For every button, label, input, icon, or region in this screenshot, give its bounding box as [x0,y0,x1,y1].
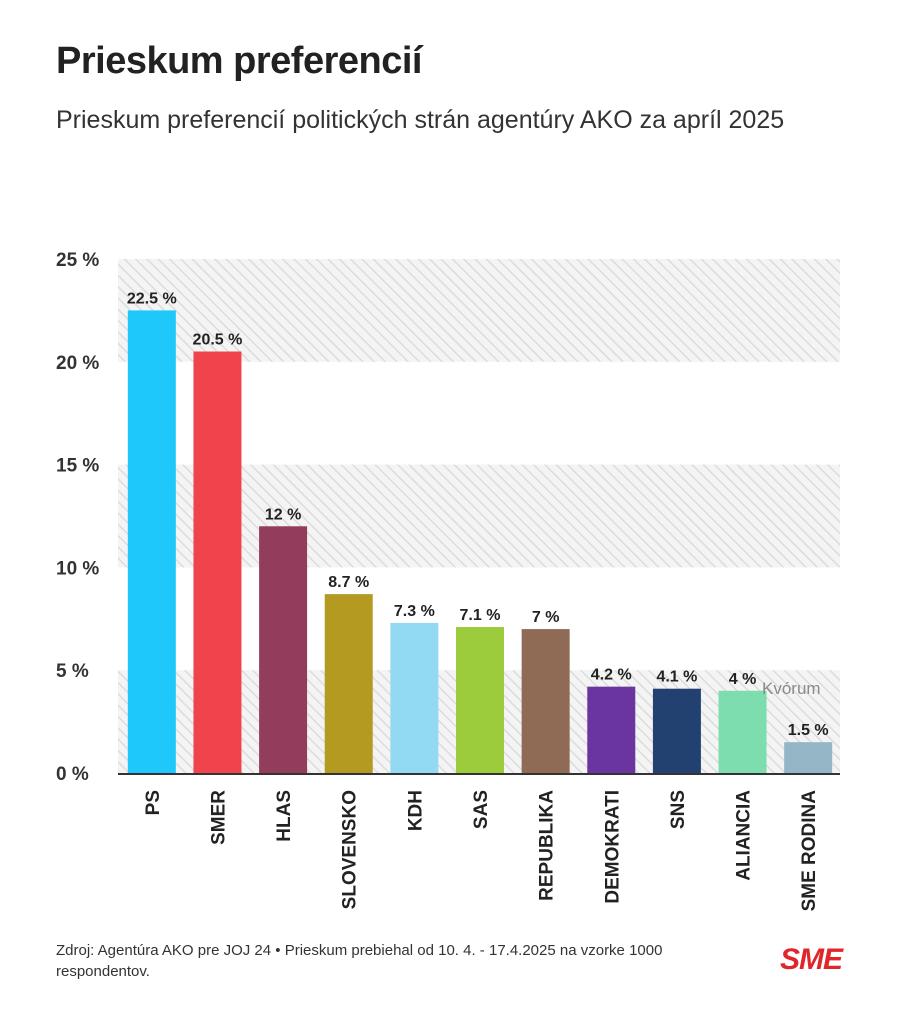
value-label: 20.5 % [193,332,243,349]
kvorum-label: Kvórum [762,679,821,698]
value-label: 4 % [729,671,757,688]
x-tick-label: HLAS [274,790,295,842]
bar-sme-rodina [784,742,833,773]
y-tick-label: 25 % [56,250,99,271]
value-label: 7.1 % [460,607,501,624]
x-tick-label: DEMOKRATI [602,790,623,904]
chart-title: Prieskum preferencií [56,40,422,82]
x-tick-label: PS [143,790,164,815]
bar-slovensko [324,594,373,773]
bar-kdh [390,622,439,773]
bar-sns [652,688,701,773]
x-tick-label: SMER [208,790,229,845]
value-label: 22.5 % [127,290,177,307]
bar-republika [521,629,570,773]
y-tick-label: 0 % [56,764,89,785]
value-label: 8.7 % [328,574,369,591]
x-tick-label: SME RODINA [799,790,820,912]
value-label: 4.1 % [656,669,697,686]
value-labels: 22.5 % 20.5 % 12 % 8.7 % 7.3 % 7.1 % 7 % 4.2 % 4… [127,290,829,739]
grid-band [118,259,840,362]
bar-ps [127,310,176,773]
x-axis: PS SMER HLAS SLOVENSKO KDH SAS REPUBLIKA DEMOKR… [143,790,820,912]
value-label: 7 % [532,609,560,626]
bar-demokrati [587,686,636,773]
y-tick-label: 20 % [56,353,99,374]
x-tick-label: SLOVENSKO [340,790,361,909]
source-note: Zdroj: Agentúra AKO pre JOJ 24 • Priesku… [56,942,663,980]
x-tick-label: SNS [668,790,689,829]
bar-smer [193,351,242,773]
bars [127,310,833,773]
bar-aliancia [718,690,767,773]
y-tick-label: 10 % [56,558,99,579]
sme-logo: SME [780,943,843,976]
x-tick-label: SAS [471,790,492,829]
y-axis: 0 % 5 % 10 % 15 % 20 % 25 % [56,250,99,785]
value-label: 4.2 % [591,667,632,684]
value-label: 1.5 % [788,722,829,739]
x-tick-label: KDH [405,790,426,831]
value-label: 7.3 % [394,603,435,620]
bar-chart: 0 % 5 % 10 % 15 % 20 % 25 % 22.5 % 20.5 % 12 % 8… [56,250,840,912]
y-tick-label: 5 % [56,661,89,682]
bar-hlas [259,526,308,773]
x-tick-label: ALIANCIA [734,790,755,881]
bar-sas [456,627,504,773]
value-label: 12 % [265,506,301,523]
y-tick-label: 15 % [56,456,99,477]
x-tick-label: REPUBLIKA [537,790,558,901]
chart-subtitle: Prieskum preferencií politických strán a… [56,106,785,134]
